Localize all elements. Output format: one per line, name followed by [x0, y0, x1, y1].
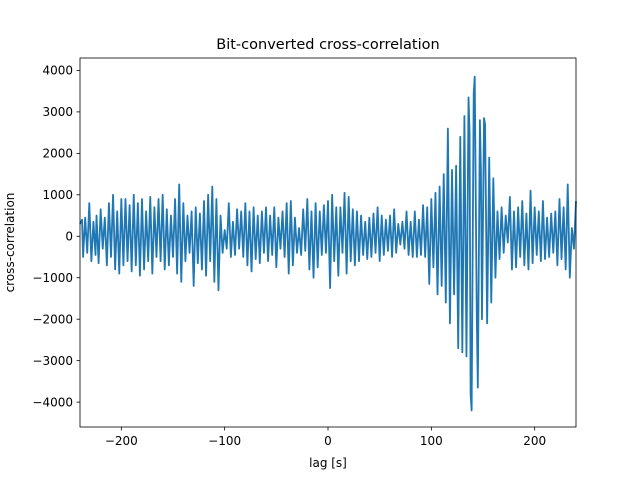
- y-tick-label: −2000: [32, 313, 73, 327]
- y-tick-label: 2000: [42, 147, 73, 161]
- x-tick-label: 100: [420, 434, 443, 448]
- y-tick-label: 3000: [42, 105, 73, 119]
- y-axis-label: cross-correlation: [3, 193, 17, 293]
- x-tick-label: −100: [208, 434, 241, 448]
- x-tick-label: 0: [324, 434, 332, 448]
- y-tick-label: 1000: [42, 188, 73, 202]
- x-tick-label: −200: [105, 434, 138, 448]
- series-line-0: [79, 75, 577, 412]
- ticks-layer: −200 −100 0 100 200−4000−3000−2000−100001000…: [32, 64, 546, 448]
- plot-area: [80, 58, 576, 427]
- x-tick-label: 200: [523, 434, 546, 448]
- y-tick-label: 0: [65, 230, 73, 244]
- y-tick-label: −4000: [32, 395, 73, 409]
- y-tick-label: −3000: [32, 354, 73, 368]
- series-layer: [79, 75, 577, 412]
- x-axis-label: lag [s]: [309, 456, 347, 470]
- plot-frame: [79, 57, 577, 428]
- chart-title: Bit-converted cross-correlation: [216, 37, 439, 53]
- y-tick-label: −1000: [32, 271, 73, 285]
- y-tick-label: 4000: [42, 64, 73, 78]
